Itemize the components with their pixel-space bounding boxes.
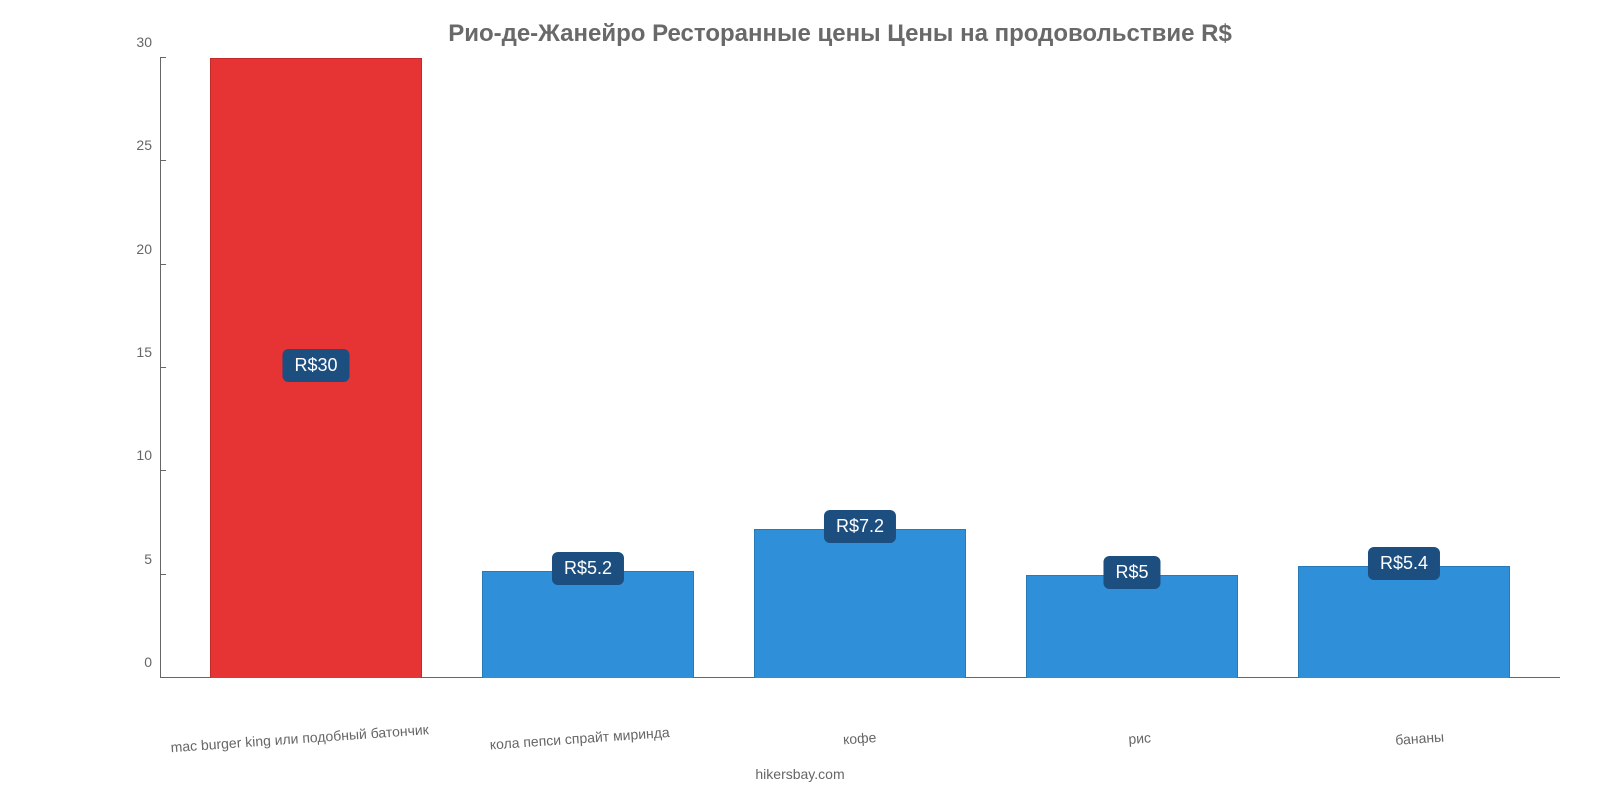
x-tick-label: бананы — [1279, 720, 1559, 755]
x-axis-labels: mac burger king или подобный батончиккол… — [160, 744, 1560, 760]
attribution-text: hikersbay.com — [755, 766, 844, 782]
bar-slot: R$5.2 — [452, 58, 724, 678]
y-tick-label: 25 — [136, 137, 152, 153]
y-axis: 051015202530 — [120, 58, 160, 678]
bar-slot: R$5.4 — [1268, 58, 1540, 678]
bar-value-label: R$30 — [282, 349, 349, 382]
x-tick-label: кофе — [719, 720, 999, 755]
bar-slot: R$30 — [180, 58, 452, 678]
bar-value-label: R$5.2 — [552, 552, 624, 585]
bar-slot: R$7.2 — [724, 58, 996, 678]
plot-area: 051015202530 R$30R$5.2R$7.2R$5R$5.4 — [120, 58, 1560, 678]
x-tick-label: кола пепси спрайт миринда — [439, 720, 719, 755]
chart-title: Рио-де-Жанейро Ресторанные цены Цены на … — [120, 20, 1560, 48]
y-tick-label: 5 — [144, 551, 152, 567]
bar: R$30 — [210, 58, 422, 678]
y-tick-label: 10 — [136, 447, 152, 463]
bars-area: R$30 R$5.2 R$7.2 R$5 R$5.4 — [160, 58, 1560, 678]
bar: R$7.2 — [754, 529, 966, 678]
y-tick-label: 15 — [136, 344, 152, 360]
x-tick-label: mac burger king или подобный батончик — [159, 720, 439, 755]
bar-value-label: R$5.4 — [1368, 547, 1440, 580]
chart-container: Рио-де-Жанейро Ресторанные цены Цены на … — [0, 0, 1600, 800]
bar-value-label: R$7.2 — [824, 510, 896, 543]
bar-slot: R$5 — [996, 58, 1268, 678]
y-tick-label: 30 — [136, 34, 152, 50]
x-tick-label: рис — [999, 720, 1279, 755]
bar-value-label: R$5 — [1103, 556, 1160, 589]
y-tick-label: 20 — [136, 241, 152, 257]
bar: R$5.2 — [482, 571, 694, 678]
bar: R$5.4 — [1298, 566, 1510, 678]
y-tick-label: 0 — [144, 654, 152, 670]
bar: R$5 — [1026, 575, 1238, 678]
